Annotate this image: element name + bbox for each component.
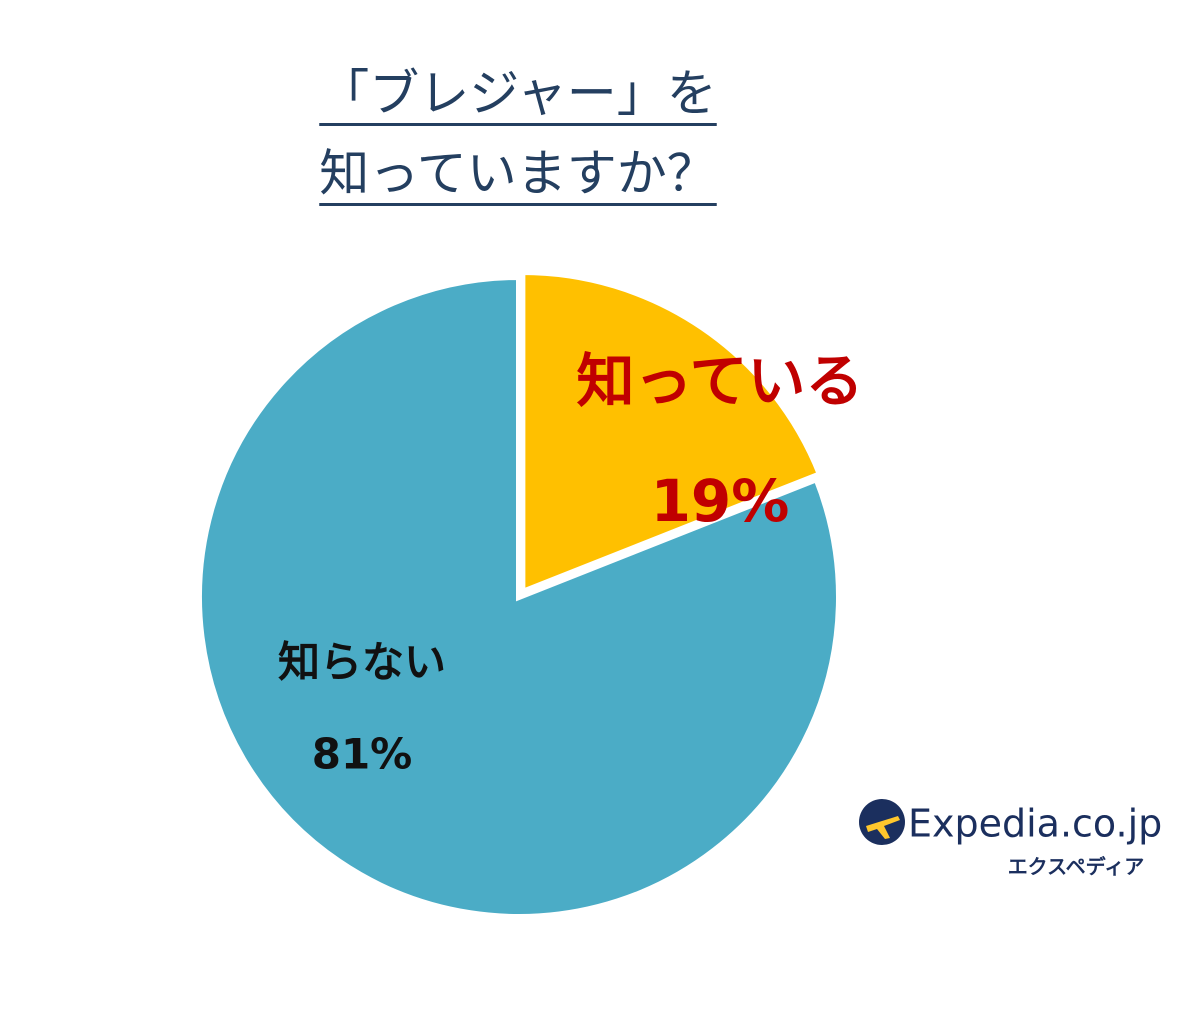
brand-logo: Expedia.co.jp エクスペディア bbox=[859, 799, 1162, 879]
chart-title-line: 知っていますか？ bbox=[319, 145, 717, 203]
pie-slice bbox=[196, 273, 842, 920]
pie-slice bbox=[519, 269, 824, 597]
value-label: 81% bbox=[312, 730, 413, 779]
value-label: 19% bbox=[651, 467, 790, 535]
title-group: 「ブレジャー」を 知っていますか？ bbox=[319, 65, 717, 206]
slice-label: 知っている bbox=[576, 347, 863, 415]
slice-label: 知らない bbox=[278, 638, 446, 687]
brand-subtitle: エクスペディア bbox=[1008, 855, 1145, 879]
logo-plane bbox=[866, 816, 900, 839]
chart-title-line: 「ブレジャー」を bbox=[319, 65, 717, 123]
brand-name: Expedia.co.jp bbox=[908, 802, 1162, 846]
pie: 知っている 19% 知らない 81% bbox=[196, 269, 864, 920]
